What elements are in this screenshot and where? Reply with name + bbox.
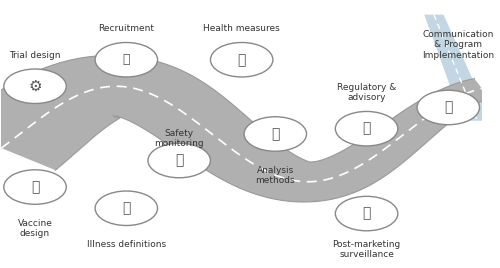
Text: Regulatory &
advisory: Regulatory & advisory [337,83,396,102]
Circle shape [95,43,158,77]
Text: 🧰: 🧰 [122,53,130,66]
Text: 📊: 📊 [271,127,280,141]
Circle shape [417,90,480,125]
Text: Vaccine
design: Vaccine design [18,219,52,238]
Polygon shape [424,15,492,121]
Text: 🩺: 🩺 [175,154,184,168]
Circle shape [148,143,210,178]
Circle shape [336,111,398,146]
Circle shape [210,43,273,77]
Circle shape [336,196,398,231]
Polygon shape [0,55,490,202]
Text: Trial design: Trial design [10,51,61,60]
Text: Illness definitions: Illness definitions [87,240,166,249]
Text: 💉: 💉 [444,100,452,114]
Circle shape [4,170,66,204]
Circle shape [95,191,158,225]
Circle shape [4,69,66,103]
Text: 🌡: 🌡 [122,201,130,215]
Text: ⚙: ⚙ [28,79,42,94]
Text: 📋: 📋 [362,122,371,136]
Text: Post-marketing
surveillance: Post-marketing surveillance [332,240,400,259]
Text: Health measures: Health measures [204,24,280,33]
Text: Analysis
methods: Analysis methods [256,166,295,185]
Text: 🌿: 🌿 [238,53,246,67]
Text: Safety
monitoring: Safety monitoring [154,129,204,148]
Circle shape [244,117,306,151]
Text: 📈: 📈 [362,207,371,221]
Text: Recruitment: Recruitment [98,24,154,33]
Text: 🔬: 🔬 [31,180,39,194]
Text: Communication
& Program
Implementation: Communication & Program Implementation [422,30,494,60]
